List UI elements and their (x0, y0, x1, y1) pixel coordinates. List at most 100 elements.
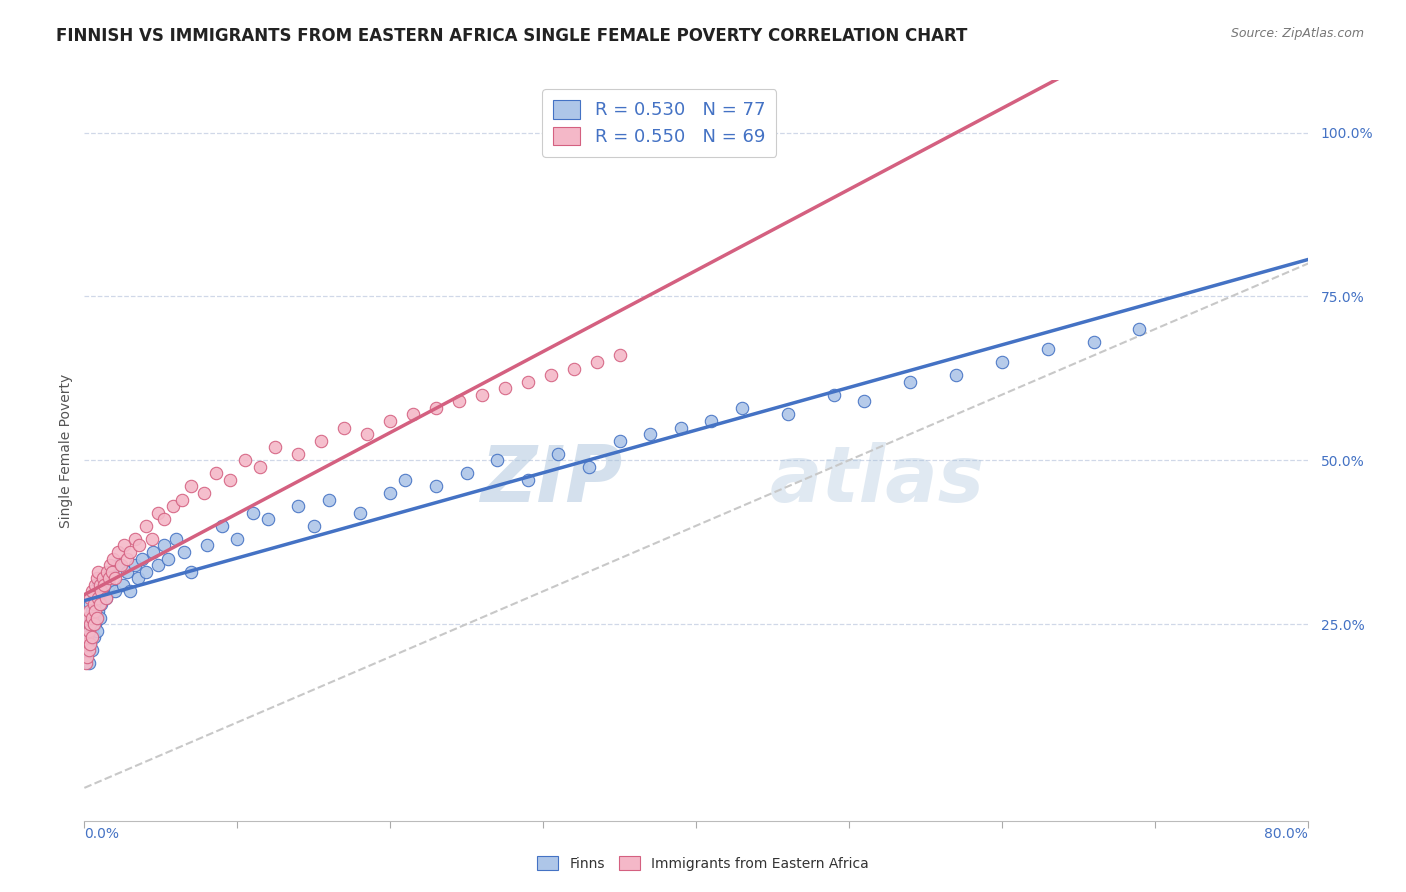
Point (84, 617, 107, 632)
Point (91, 571, 114, 585)
Point (991, 355, 1014, 369)
Point (128, 539, 150, 553)
Point (94, 591, 117, 605)
Point (107, 558, 129, 573)
Point (609, 434, 631, 448)
Point (287, 447, 309, 461)
Point (87, 565, 110, 579)
Point (97, 571, 120, 585)
Point (153, 512, 176, 526)
Point (776, 408, 799, 422)
Point (516, 473, 538, 487)
Point (83, 610, 105, 624)
Point (80, 630, 103, 644)
Legend: R = 0.530   N = 77, R = 0.550   N = 69: R = 0.530 N = 77, R = 0.550 N = 69 (543, 89, 776, 157)
Point (124, 532, 146, 546)
Point (75, 657, 97, 671)
Point (96, 565, 118, 579)
Point (333, 420, 356, 434)
Point (211, 518, 233, 533)
Point (77, 604, 100, 618)
Text: FINNISH VS IMMIGRANTS FROM EASTERN AFRICA SINGLE FEMALE POVERTY CORRELATION CHAR: FINNISH VS IMMIGRANTS FROM EASTERN AFRIC… (56, 27, 967, 45)
Point (77, 643, 100, 657)
Point (218, 473, 240, 487)
Point (180, 479, 202, 493)
Point (111, 578, 134, 592)
Point (425, 401, 447, 415)
Point (101, 565, 124, 579)
Text: 0.0%: 0.0% (84, 827, 120, 841)
Point (165, 532, 187, 546)
Y-axis label: Single Female Poverty: Single Female Poverty (59, 374, 73, 527)
Point (141, 532, 163, 546)
Point (547, 447, 569, 461)
Point (195, 539, 218, 553)
Point (425, 479, 447, 493)
Point (242, 506, 264, 520)
Point (79, 591, 101, 605)
Point (77, 630, 100, 644)
Point (898, 375, 921, 389)
Point (127, 571, 149, 585)
Point (79, 617, 101, 632)
Text: ZIP: ZIP (481, 442, 623, 518)
Point (302, 518, 325, 533)
Point (700, 414, 723, 428)
Point (101, 565, 124, 579)
Point (945, 368, 967, 383)
Point (79, 637, 101, 651)
Point (76, 610, 98, 624)
Point (135, 518, 157, 533)
Point (638, 427, 661, 442)
Point (94, 591, 117, 605)
Point (146, 558, 169, 573)
Point (853, 394, 876, 409)
Point (180, 565, 202, 579)
Point (90, 584, 112, 599)
Point (124, 558, 146, 573)
Point (562, 361, 585, 376)
Point (153, 539, 176, 553)
Point (83, 617, 105, 632)
Point (146, 506, 169, 520)
Point (76, 630, 98, 644)
Point (75, 637, 97, 651)
Point (75, 649, 97, 664)
Point (142, 545, 165, 559)
Point (669, 420, 692, 434)
Point (115, 551, 138, 566)
Point (471, 388, 494, 402)
Point (80, 610, 103, 624)
Point (77, 610, 100, 624)
Point (86, 624, 108, 638)
Point (76, 649, 98, 664)
Point (87, 578, 110, 592)
Point (104, 571, 127, 585)
Point (84, 578, 107, 592)
Point (380, 486, 402, 500)
Text: 80.0%: 80.0% (1264, 827, 1308, 841)
Point (89, 598, 111, 612)
Text: Source: ZipAtlas.com: Source: ZipAtlas.com (1230, 27, 1364, 40)
Point (257, 512, 280, 526)
Point (93, 578, 115, 592)
Point (402, 408, 425, 422)
Point (131, 551, 153, 566)
Point (609, 348, 631, 362)
Point (162, 499, 184, 513)
Point (311, 434, 333, 448)
Point (349, 506, 371, 520)
Point (205, 467, 228, 481)
Point (249, 459, 271, 474)
Text: atlas: atlas (769, 442, 984, 518)
Point (1128, 322, 1150, 336)
Point (233, 453, 256, 467)
Point (84, 598, 107, 612)
Point (110, 558, 132, 573)
Point (97, 578, 120, 592)
Point (103, 551, 125, 566)
Point (80, 624, 103, 638)
Point (172, 492, 194, 507)
Point (83, 591, 105, 605)
Point (578, 459, 600, 474)
